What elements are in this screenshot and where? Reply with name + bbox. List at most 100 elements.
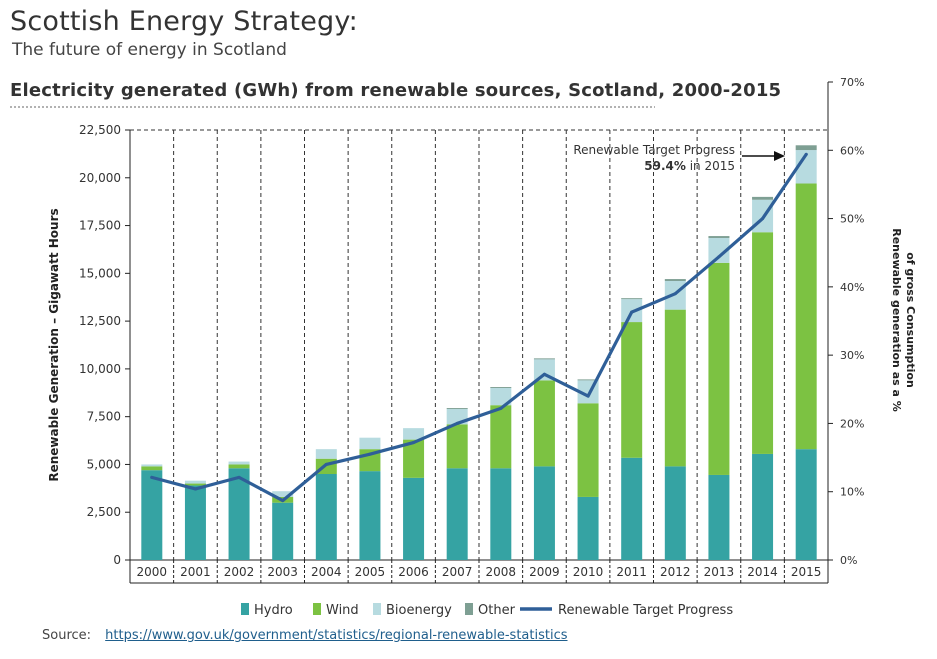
line-point: [281, 499, 285, 503]
annotation-value-rest: in 2015: [686, 159, 735, 173]
x-tick-label: 2005: [355, 565, 386, 579]
bar-hydro: [446, 468, 468, 560]
line-point: [717, 255, 721, 259]
bar-bioenergy: [533, 359, 555, 381]
bar-wind: [184, 483, 206, 486]
x-tick-label: 2003: [267, 565, 298, 579]
chart-title: Electricity generated (GWh) from renewab…: [10, 80, 782, 101]
page-title: Scottish Energy Strategy:: [10, 6, 358, 37]
x-tick-label: 2001: [180, 565, 211, 579]
bar-hydro: [577, 496, 599, 560]
bar-hydro: [315, 474, 337, 560]
bar-hydro: [403, 477, 425, 560]
bar-bioenergy: [403, 428, 425, 440]
y-tick-label: 20,000: [79, 171, 121, 185]
bar-other: [577, 379, 599, 381]
line-point: [542, 372, 546, 376]
y2-axis-title-line1: Renewable generation as a %: [890, 228, 903, 412]
x-tick-label: 2012: [660, 565, 691, 579]
bar-other: [708, 236, 730, 238]
y2-tick-label: 40%: [840, 281, 864, 294]
bar-wind: [708, 262, 730, 475]
x-tick-label: 2004: [311, 565, 342, 579]
x-tick-label: 2006: [398, 565, 429, 579]
bar-wind: [228, 464, 250, 469]
bar-hydro: [708, 474, 730, 560]
y2-tick-label: 0%: [840, 554, 857, 567]
bar-bioenergy: [315, 449, 337, 459]
y-tick-label: 10,000: [79, 362, 121, 376]
y2-tick-label: 70%: [840, 76, 864, 89]
line-point: [150, 475, 154, 479]
line-renewable-target-progress: [150, 152, 808, 503]
legend-label-bioenergy: Bioenergy: [386, 603, 452, 618]
annotation-value-bold: 59.4%: [644, 159, 686, 173]
x-tick-label: 2015: [791, 565, 822, 579]
bar-bioenergy: [184, 480, 206, 484]
bar-other: [621, 298, 643, 300]
y2-tick-label: 50%: [840, 213, 864, 226]
bar-bioenergy: [272, 491, 294, 497]
y-tick-label: 15,000: [79, 266, 121, 280]
bar-hydro: [272, 502, 294, 560]
bar-other: [664, 279, 686, 281]
bar-other: [533, 358, 555, 360]
line-point: [630, 310, 634, 314]
legend-swatch-bioenergy: [373, 603, 381, 615]
bar-bioenergy: [795, 150, 817, 184]
y2-tick-label: 20%: [840, 417, 864, 430]
legend-label-wind: Wind: [326, 603, 359, 618]
bar-other: [490, 387, 512, 388]
bar-wind: [490, 405, 512, 469]
legend-label-line: Renewable Target Progress: [558, 603, 733, 618]
bar-wind: [795, 183, 817, 450]
bar-hydro: [490, 468, 512, 560]
y-tick-label: 22,500: [79, 123, 121, 137]
y2-tick-label: 30%: [840, 349, 864, 362]
source-link[interactable]: https://www.gov.uk/government/statistics…: [105, 628, 568, 643]
bar-wind: [621, 322, 643, 458]
annotation-value: 59.4% in 2015: [644, 159, 735, 173]
bar-hydro: [533, 466, 555, 560]
line-point: [368, 452, 372, 456]
bar-hydro: [359, 471, 381, 560]
bar-wind: [752, 232, 774, 454]
line-point: [673, 292, 677, 296]
bar-bioenergy: [141, 464, 163, 467]
bar-hydro: [752, 453, 774, 560]
renewable-generation-chart: 0 2,500 5,000 7,500 10,000 12,500 15,000 17,500…: [10, 76, 917, 618]
bar-wind: [577, 403, 599, 497]
bar-hydro: [795, 449, 817, 560]
y2-tick-label: 10%: [840, 486, 864, 499]
bar-hydro: [664, 466, 686, 560]
line-point: [499, 406, 503, 410]
bar-hydro: [228, 468, 250, 560]
bar-wind: [403, 439, 425, 478]
annotation-label: Renewable Target Progress: [573, 143, 735, 157]
bar-wind: [664, 309, 686, 467]
bar-bioenergy: [708, 237, 730, 263]
x-tick-label: 2007: [442, 565, 473, 579]
bar-other: [446, 408, 468, 410]
x-tick-label: 2008: [486, 565, 517, 579]
legend-label-other: Other: [478, 603, 516, 618]
bar-wind: [446, 424, 468, 469]
line-point: [237, 475, 241, 479]
bar-bioenergy: [490, 388, 512, 406]
legend-swatch-hydro: [241, 603, 249, 615]
y2-tick-label: 60%: [840, 144, 864, 157]
line-point: [804, 152, 808, 156]
legend-label-hydro: Hydro: [254, 603, 293, 618]
bar-wind: [141, 466, 163, 471]
y-tick-label: 7,500: [87, 410, 121, 424]
bar-other: [795, 145, 817, 151]
bar-bioenergy: [359, 437, 381, 450]
line-point: [586, 394, 590, 398]
bar-hydro: [184, 485, 206, 560]
line-point: [412, 441, 416, 445]
annotation-arrow-head: [774, 151, 785, 161]
line-point: [193, 487, 197, 491]
source-line: Source: https://www.gov.uk/government/st…: [42, 628, 568, 643]
x-tick-label: 2010: [573, 565, 604, 579]
legend-swatch-wind: [313, 603, 321, 615]
